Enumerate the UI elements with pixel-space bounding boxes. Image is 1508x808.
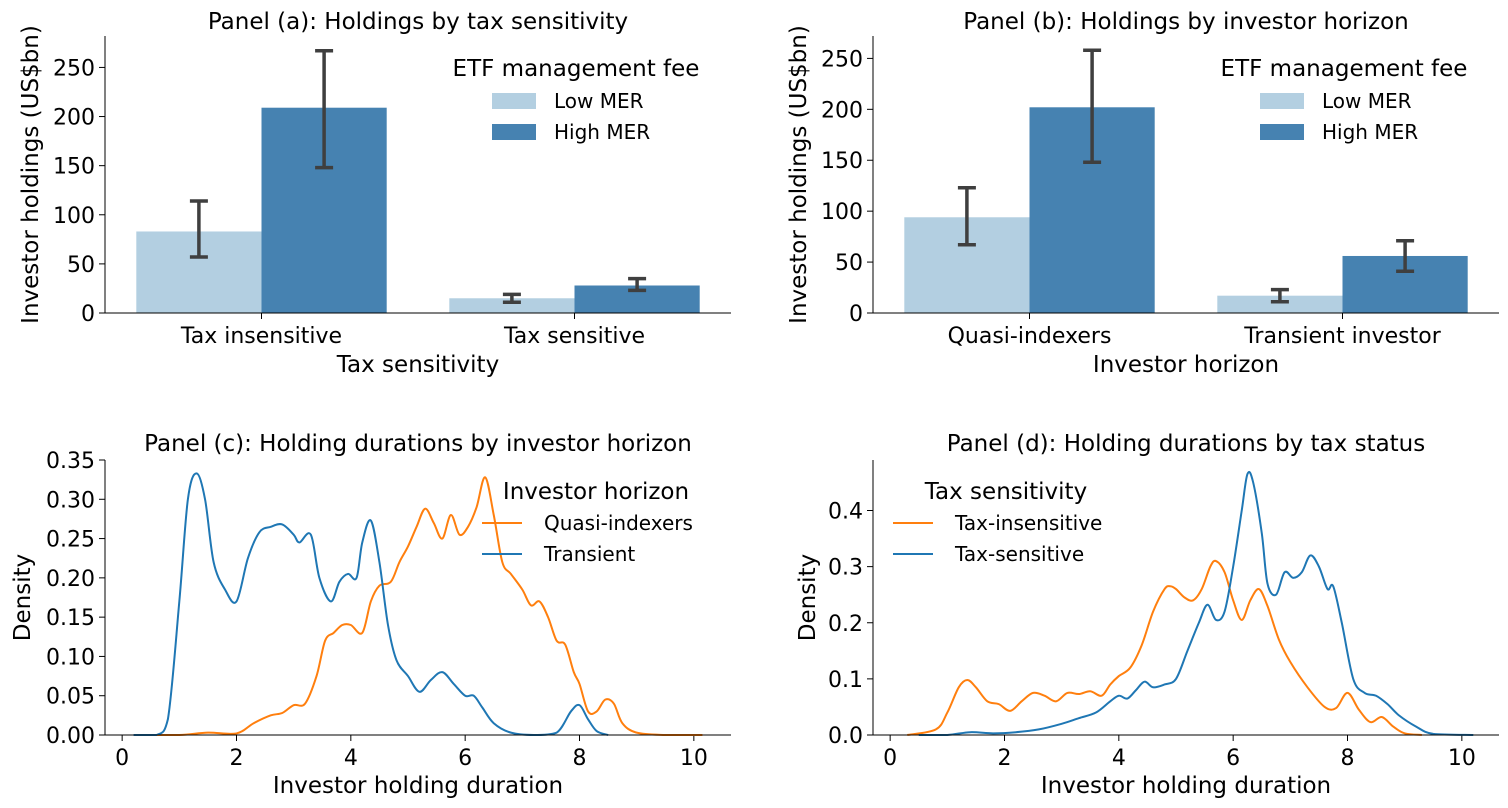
y-tick-label: 100	[821, 200, 863, 225]
y-tick-label: 150	[821, 149, 863, 174]
y-tick-label: 0.30	[46, 488, 95, 513]
y-tick-label: 0.4	[828, 500, 863, 525]
panel-title: Panel (c): Holding durations by investor…	[144, 431, 692, 457]
x-tick-label: 4	[344, 746, 358, 771]
y-tick-label: 0	[849, 302, 863, 327]
panel-title: Panel (d): Holding durations by tax stat…	[947, 431, 1426, 457]
legend-title: ETF management fee	[453, 56, 700, 82]
x-tick-label: 8	[1341, 746, 1355, 771]
legend-swatch	[1260, 124, 1304, 140]
legend-label: Low MER	[554, 89, 644, 113]
density-line-tax-sensitive	[918, 470, 1474, 736]
bar	[449, 298, 575, 313]
legend-label: Low MER	[1322, 89, 1412, 113]
y-axis-label: Investor holdings (US$bn)	[18, 25, 44, 324]
panel-d: Panel (d): Holding durations by tax stat…	[795, 431, 1499, 799]
y-tick-label: 0.35	[46, 449, 95, 474]
y-tick-label: 200	[821, 98, 863, 123]
x-tick-label: 0	[115, 746, 129, 771]
legend: Investor horizon Quasi-indexers Transient	[482, 479, 693, 566]
x-axis-label: Investor horizon	[1093, 352, 1279, 378]
x-tick-label: 0	[883, 746, 897, 771]
y-tick-label: 0.00	[46, 724, 95, 749]
legend: ETF management fee Low MER High MER	[453, 56, 700, 144]
panel-c: Panel (c): Holding durations by investor…	[10, 431, 731, 799]
legend-swatch	[1260, 93, 1304, 109]
y-tick-label: 0.2	[828, 612, 863, 637]
legend-title: ETF management fee	[1221, 56, 1468, 82]
y-axis-label: Density	[10, 554, 36, 641]
x-tick-label: 4	[1112, 746, 1126, 771]
density-line-quasi-indexers	[139, 476, 703, 736]
density-line-transient	[133, 472, 609, 737]
x-axis-label: Investor holding duration	[273, 773, 563, 799]
y-tick-label: 0	[81, 302, 95, 327]
y-tick-label: 50	[835, 251, 863, 276]
x-tick-label: 10	[1448, 746, 1476, 771]
x-tick-label: Tax insensitive	[180, 324, 342, 349]
x-tick-label: Tax sensitive	[503, 324, 645, 349]
x-tick-label: 6	[458, 746, 472, 771]
legend-label: Tax-insensitive	[954, 511, 1102, 535]
y-axis-label: Density	[795, 554, 821, 641]
legend-label: High MER	[554, 120, 650, 144]
y-tick-label: 200	[53, 106, 95, 131]
x-tick-label: 6	[1226, 746, 1240, 771]
legend-label: Transient	[543, 542, 635, 566]
y-tick-label: 250	[821, 47, 863, 72]
y-tick-label: 0.05	[46, 685, 95, 710]
panel-title: Panel (a): Holdings by tax sensitivity	[208, 9, 628, 35]
y-tick-label: 150	[53, 155, 95, 180]
legend-label: Quasi-indexers	[544, 511, 693, 535]
y-tick-label: 0.20	[46, 567, 95, 592]
y-tick-label: 0.3	[828, 556, 863, 581]
legend-title: Tax sensitivity	[924, 479, 1087, 505]
legend: ETF management fee Low MER High MER	[1221, 56, 1468, 144]
y-tick-label: 0.15	[46, 606, 95, 631]
y-axis-label: Investor holdings (US$bn)	[786, 25, 812, 324]
x-tick-label: Transient investor	[1243, 324, 1442, 349]
x-tick-label: Quasi-indexers	[948, 324, 1112, 349]
panel-title: Panel (b): Holdings by investor horizon	[963, 9, 1409, 35]
x-tick-label: 2	[997, 746, 1011, 771]
y-tick-label: 100	[53, 204, 95, 229]
x-axis-label: Investor holding duration	[1041, 773, 1331, 799]
density-line-tax-insensitive	[907, 559, 1422, 736]
legend-swatch	[492, 124, 536, 140]
bar	[1217, 295, 1343, 313]
legend-swatch	[492, 93, 536, 109]
y-tick-label: 0.0	[828, 724, 863, 749]
panel-b: Panel (b): Holdings by investor horizon I…	[786, 9, 1499, 378]
legend-label: High MER	[1322, 120, 1418, 144]
y-tick-label: 250	[53, 56, 95, 81]
panel-a: Panel (a): Holdings by tax sensitivity Ta…	[18, 9, 731, 378]
x-tick-label: 2	[229, 746, 243, 771]
y-tick-label: 50	[67, 253, 95, 278]
legend-label: Tax-sensitive	[954, 542, 1084, 566]
x-axis-label: Tax sensitivity	[336, 352, 499, 378]
x-tick-label: 10	[680, 746, 708, 771]
legend-title: Investor horizon	[503, 479, 689, 505]
y-tick-label: 0.1	[828, 668, 863, 693]
x-tick-label: 8	[573, 746, 587, 771]
y-tick-label: 0.25	[46, 528, 95, 553]
legend: Tax sensitivity Tax-insensitive Tax-sensit…	[893, 479, 1102, 566]
y-tick-label: 0.10	[46, 645, 95, 670]
